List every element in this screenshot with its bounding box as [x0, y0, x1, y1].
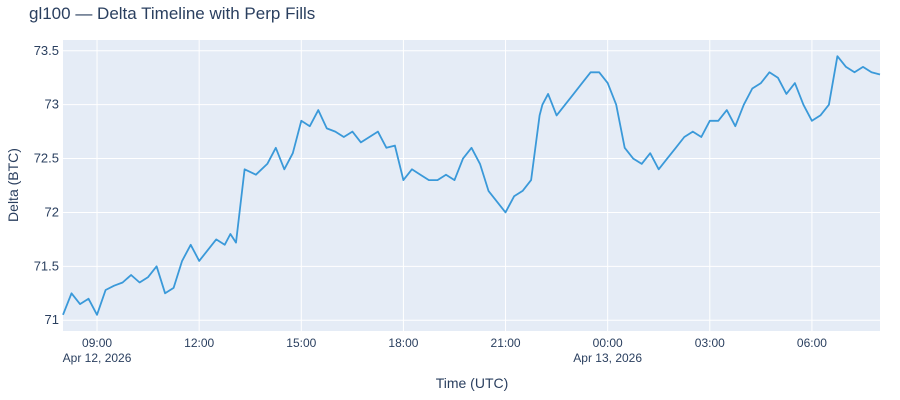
y-tick-label: 71 — [45, 312, 59, 327]
x-tick-label: 06:00 — [797, 336, 827, 350]
x-tick-label: 00:00 — [593, 336, 623, 350]
y-tick-label: 73 — [45, 97, 59, 112]
y-tick-label: 71.5 — [34, 258, 59, 273]
chart-title: gl100 — Delta Timeline with Perp Fills — [29, 4, 316, 23]
plot-area — [63, 40, 880, 331]
y-tick-label: 72 — [45, 204, 59, 219]
y-axis-tick-labels: 71 71.5 72 72.5 73 73.5 — [34, 43, 59, 327]
y-tick-label: 73.5 — [34, 43, 59, 58]
y-tick-label: 72.5 — [34, 151, 59, 166]
x-tick-label: 09:00 — [82, 336, 112, 350]
x-gridlines — [96, 40, 813, 331]
x-tick-date-label: Apr 12, 2026 — [63, 351, 132, 365]
x-tick-label: 21:00 — [491, 336, 521, 350]
x-tick-label: 15:00 — [286, 336, 316, 350]
x-tick-label: 03:00 — [695, 336, 725, 350]
x-axis-label: Time (UTC) — [436, 375, 509, 391]
x-tick-label: 18:00 — [388, 336, 418, 350]
x-tick-label: 12:00 — [184, 336, 214, 350]
delta-series-line — [62, 55, 881, 316]
y-axis-label: Delta (BTC) — [5, 148, 21, 222]
y-gridlines — [63, 50, 880, 321]
x-tick-date-label: Apr 13, 2026 — [573, 351, 642, 365]
